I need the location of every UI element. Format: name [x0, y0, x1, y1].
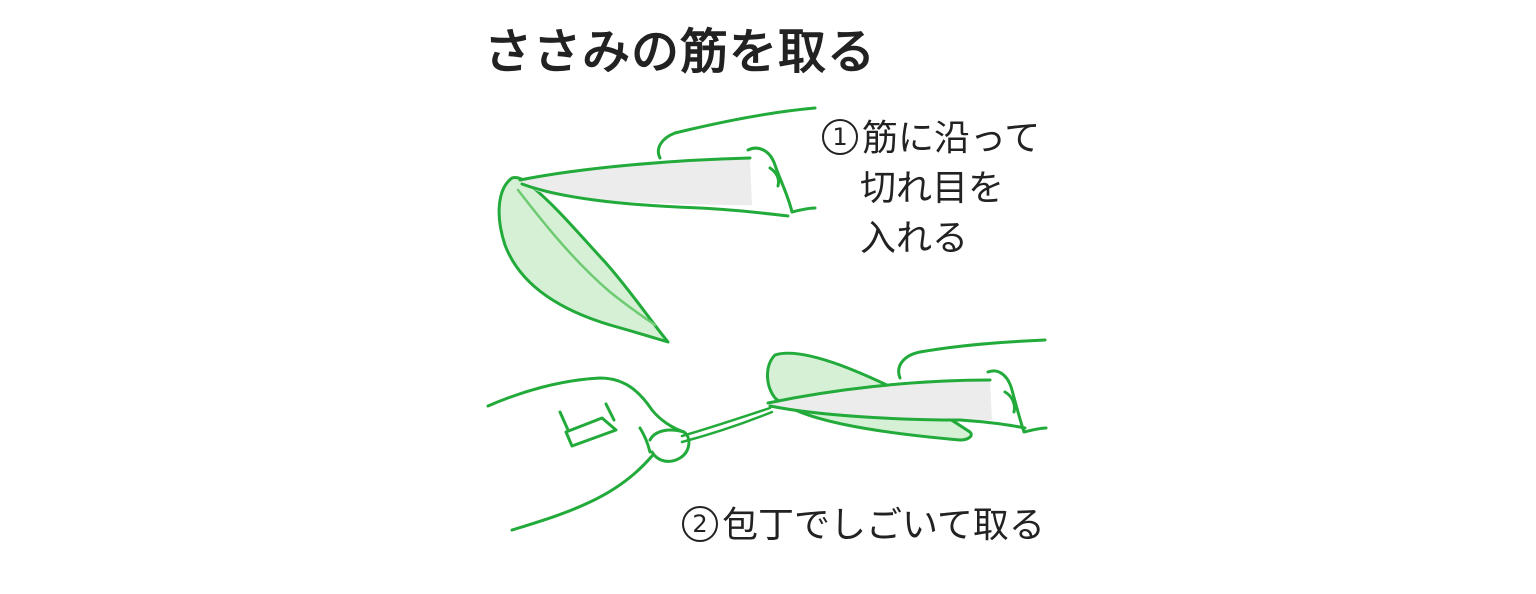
- step1-line1: 筋に沿って: [862, 118, 1041, 159]
- step2-caption: 2 包丁でしごいて取る: [682, 504, 1045, 548]
- finger-step2: [897, 338, 1047, 380]
- finger-nail-step2: [1003, 390, 1016, 414]
- knife-spine-step2: [766, 378, 992, 405]
- step1-line2: 切れ目を: [860, 168, 1005, 209]
- knife-edge-step2: [768, 404, 1027, 430]
- step1-number-badge: 1: [822, 119, 858, 155]
- step2-illustration: [486, 338, 1048, 532]
- knife-blade-step2: [768, 380, 992, 420]
- tendon-step1: [516, 188, 657, 327]
- page-title: ささみの筋を取る: [484, 24, 877, 80]
- tendon-step2: [680, 406, 772, 438]
- step1-line3: 入れる: [860, 218, 969, 259]
- left-hand-crease1: [558, 410, 570, 432]
- step1-caption: 1 筋に沿って 切れ目を 入れる: [822, 114, 1040, 264]
- step2-line1: 包丁でしごいて取る: [722, 505, 1045, 546]
- left-hand-thumb: [648, 428, 691, 463]
- left-hand-knuckle: [564, 416, 618, 448]
- step1-illustration: [497, 106, 817, 344]
- step2-number-badge: 2: [682, 506, 718, 542]
- finger-tip-step1: [746, 146, 817, 214]
- left-hand-upper: [486, 376, 686, 434]
- finger-nail-step1: [768, 166, 780, 188]
- knife-blade-step1: [520, 158, 752, 205]
- knife-spine-step1: [518, 156, 752, 182]
- tendon-step2-lower: [680, 410, 774, 444]
- finger-step1: [656, 106, 817, 160]
- knife-edge-step1: [520, 182, 790, 218]
- left-hand-lower: [510, 454, 654, 532]
- finger-tip-step2: [986, 369, 1048, 434]
- left-hand-crease2: [604, 402, 616, 422]
- left-hand-finger-line: [638, 426, 652, 454]
